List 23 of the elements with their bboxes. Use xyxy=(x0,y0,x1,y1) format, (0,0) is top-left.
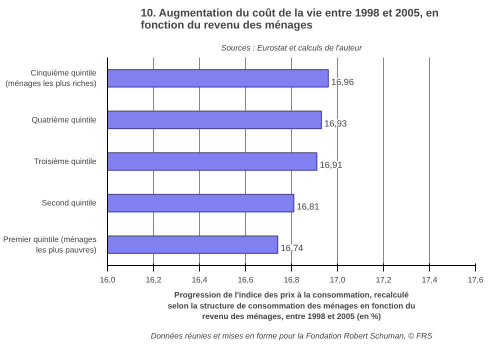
data-label: 16,74 xyxy=(280,243,304,254)
x-tick-label: 17,0 xyxy=(330,276,346,284)
y-tick-label: Quatrième quintile xyxy=(32,115,98,124)
data-label: 16,91 xyxy=(320,160,342,170)
chart-subtitle: Sources : Eurostat et calculs de l'auteur xyxy=(221,44,362,52)
chart-title: 10. Augmentation du coût de la vie entre 1998 et 2005, en fonction du revenu des ménages xyxy=(140,8,440,32)
x-tick-label: 16,6 xyxy=(238,276,254,284)
x-tick-label: 17,2 xyxy=(376,276,392,284)
x-axis-title: Progression de l'indice des prix à la consommation, recalculé selon la structure de consommation des ménages en fonction du revenu des ménages, entre 1998 et 2005 (en %) xyxy=(168,290,416,322)
y-tick-label: Cinquième quintile (ménages les plus riches) xyxy=(5,68,98,88)
y-tick-label: Premier quintile (ménages les plus pauvres) xyxy=(3,234,97,255)
data-label: 16,96 xyxy=(331,76,354,87)
x-tick-label: 17,6 xyxy=(468,276,484,284)
y-tick-label: Second quintile xyxy=(42,198,98,208)
y-tick-label: Troisième quintile xyxy=(34,157,98,166)
x-tick-label: 16,8 xyxy=(284,276,300,284)
x-tick-label: 16,4 xyxy=(192,276,208,284)
text: Données réunies et mises en forme pour la Fondation Robert Schuman, © FRS xyxy=(150,332,433,340)
data-label: 16,81 xyxy=(296,202,320,212)
x-tick-label: 17,4 xyxy=(422,276,438,284)
data-label: 16,93 xyxy=(324,118,347,128)
x-tick-label: 16,0 xyxy=(100,276,116,284)
x-tick-label: 16,2 xyxy=(146,276,162,284)
